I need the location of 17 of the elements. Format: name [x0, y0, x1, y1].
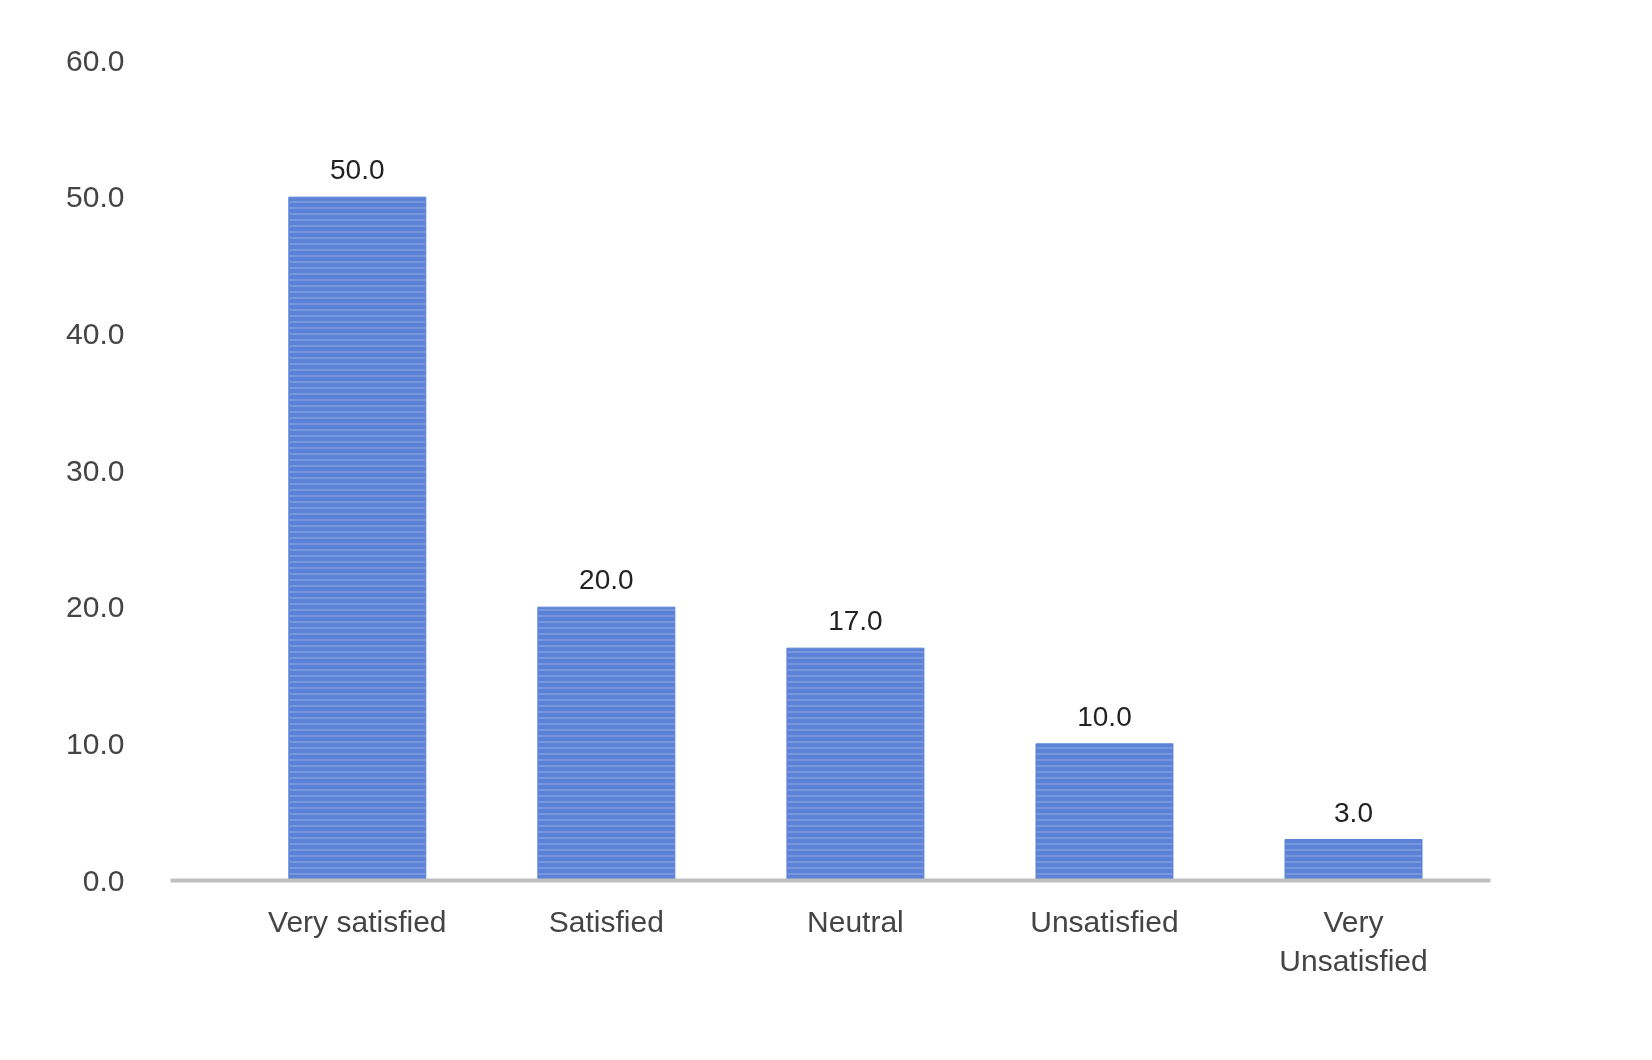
y-tick-label: 0.0	[82, 863, 125, 897]
data-label: 3.0	[1334, 796, 1373, 828]
y-tick-label: 60.0	[66, 43, 125, 77]
data-label: 17.0	[828, 605, 883, 637]
x-tick-label: Unsatisfied	[1030, 904, 1179, 938]
y-tick-label: 30.0	[66, 453, 125, 487]
y-tick-label: 20.0	[66, 590, 125, 624]
data-label: 20.0	[579, 564, 634, 596]
y-tick-label: 40.0	[66, 316, 125, 350]
x-tick-label: Very Unsatisfied	[1279, 904, 1428, 978]
x-tick-label: Very satisfied	[268, 904, 447, 938]
y-tick-label: 10.0	[66, 726, 125, 760]
x-tick-label: Neutral	[807, 904, 904, 938]
y-tick-label: 50.0	[66, 180, 125, 214]
data-label: 50.0	[330, 154, 385, 186]
data-label: 10.0	[1077, 700, 1132, 732]
x-tick-label: Satisfied	[548, 904, 664, 938]
